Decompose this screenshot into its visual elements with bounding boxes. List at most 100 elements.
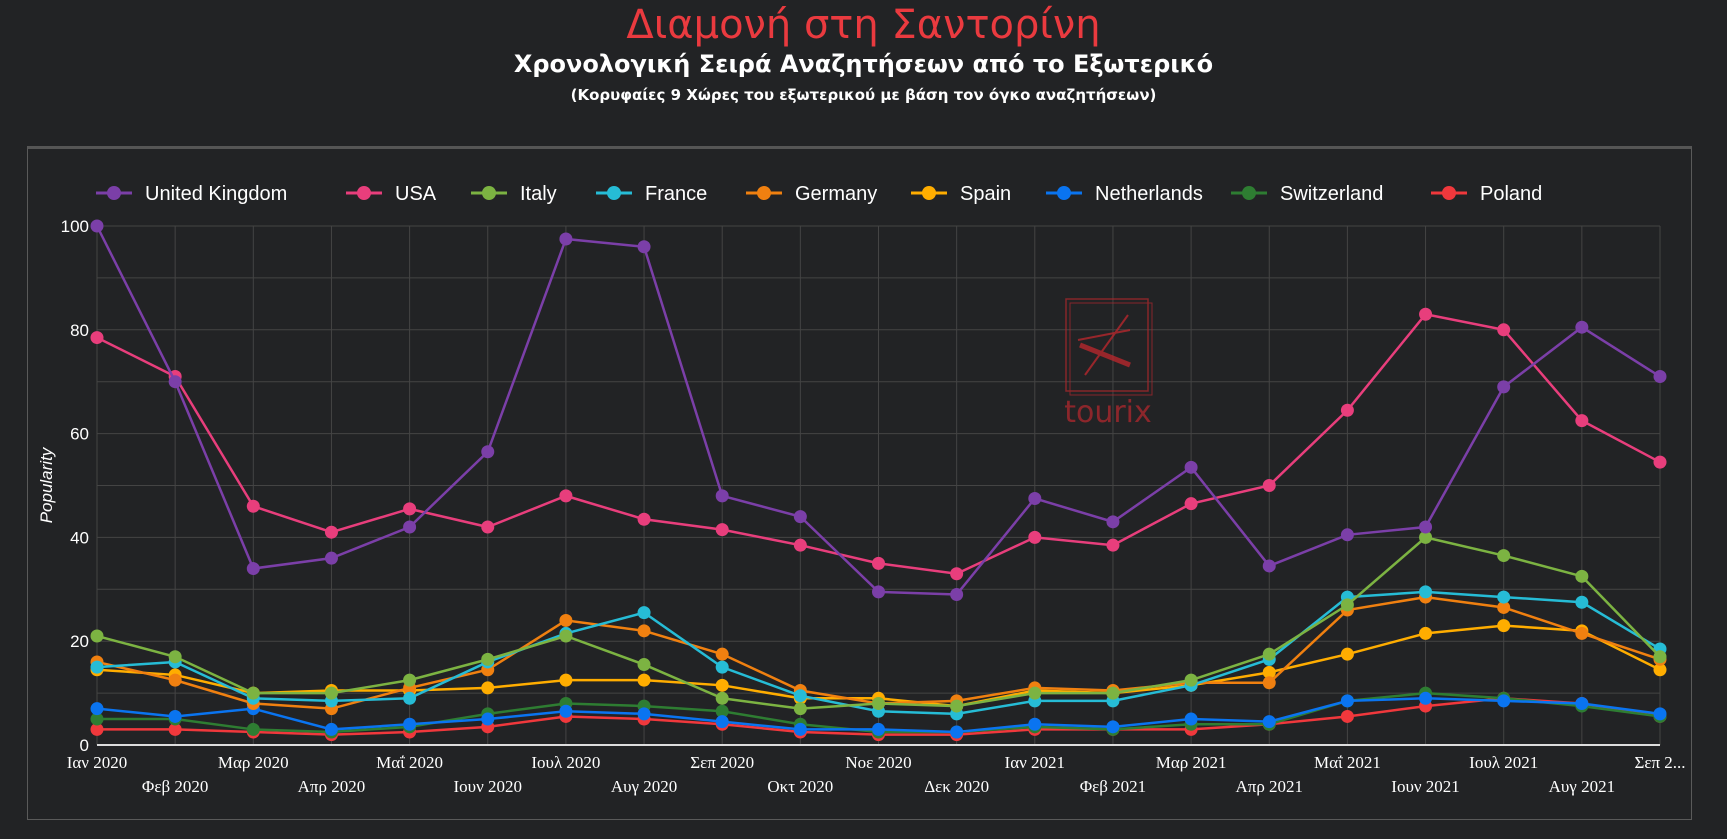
- y-tick-label: 80: [70, 321, 89, 340]
- data-point: [1419, 520, 1433, 534]
- data-point: [872, 696, 885, 710]
- data-point: [1575, 320, 1589, 334]
- legend-item[interactable]: Italy: [471, 183, 557, 205]
- data-point: [559, 613, 573, 627]
- data-point: [1575, 569, 1589, 583]
- legend-marker: [1242, 186, 1256, 200]
- data-point: [1419, 626, 1433, 640]
- data-point: [1106, 538, 1120, 552]
- legend-label: Poland: [1480, 183, 1542, 205]
- legend-item[interactable]: Spain: [911, 183, 1011, 205]
- legend-item[interactable]: Poland: [1431, 183, 1542, 205]
- data-point: [1106, 720, 1120, 734]
- data-point: [403, 520, 417, 534]
- data-point: [715, 704, 729, 718]
- data-point: [246, 686, 260, 700]
- chart-subtitle: Χρονολογική Σειρά Αναζητήσεων από το Εξω…: [513, 50, 1214, 78]
- watermark-text: tourix: [1064, 395, 1152, 430]
- x-tick-label: Φεβ 2021: [1080, 777, 1146, 796]
- data-point: [637, 673, 651, 687]
- chart-frame: [27, 146, 1692, 820]
- x-tick-label: Απρ 2020: [298, 777, 366, 796]
- data-point: [1106, 686, 1120, 700]
- y-tick-label: 0: [80, 736, 89, 755]
- legend-item[interactable]: France: [596, 183, 707, 205]
- data-point: [1575, 696, 1589, 710]
- x-tick-label: Σεπ 2...: [1634, 753, 1685, 772]
- data-point: [715, 660, 729, 674]
- data-point: [90, 219, 104, 233]
- data-point: [1419, 585, 1433, 599]
- data-point: [793, 689, 807, 703]
- data-point: [559, 673, 573, 687]
- series-usa: [90, 307, 1667, 581]
- data-point: [246, 499, 260, 513]
- x-tick-label: Ιαν 2021: [1005, 753, 1066, 772]
- data-point: [1419, 530, 1433, 544]
- data-point: [324, 686, 338, 700]
- data-point: [1028, 530, 1042, 544]
- legend-item[interactable]: Germany: [746, 183, 877, 205]
- legend-item[interactable]: USA: [346, 183, 437, 205]
- data-point: [715, 678, 729, 692]
- data-point: [1262, 715, 1276, 729]
- data-point: [403, 691, 417, 705]
- data-point: [950, 725, 964, 739]
- legend-label: France: [645, 183, 707, 205]
- legend-label: Italy: [520, 183, 557, 205]
- logo-frame: [1069, 302, 1153, 396]
- legend-marker: [482, 186, 496, 200]
- data-point: [246, 562, 260, 576]
- y-tick-label: 100: [61, 217, 89, 236]
- logo-frame: [1065, 298, 1149, 392]
- data-point: [1653, 707, 1667, 721]
- data-point: [1575, 626, 1589, 640]
- data-point: [1653, 650, 1667, 664]
- data-point: [559, 489, 573, 503]
- data-point: [1028, 686, 1042, 700]
- data-point: [1184, 673, 1198, 687]
- data-point: [481, 712, 495, 726]
- data-point: [90, 660, 104, 674]
- data-point: [1340, 694, 1354, 708]
- logo-mark: [1077, 329, 1131, 341]
- data-point: [403, 673, 417, 687]
- data-point: [324, 525, 338, 539]
- data-point: [168, 722, 182, 736]
- data-point: [1497, 619, 1511, 633]
- data-point: [872, 722, 885, 736]
- legend-item[interactable]: United Kingdom: [96, 183, 287, 205]
- data-point: [1184, 712, 1198, 726]
- data-point: [168, 673, 182, 687]
- data-point: [559, 629, 573, 643]
- data-point: [90, 722, 104, 736]
- data-point: [1575, 595, 1589, 609]
- x-tick-label: Μαρ 2020: [218, 753, 289, 772]
- data-point: [1340, 403, 1354, 417]
- legend-label: Netherlands: [1095, 183, 1203, 205]
- data-point: [1028, 491, 1042, 505]
- data-point: [1028, 717, 1042, 731]
- data-point: [1497, 380, 1511, 394]
- legend-item[interactable]: Netherlands: [1046, 183, 1203, 205]
- x-tick-label: Αυγ 2021: [1549, 777, 1615, 796]
- data-point: [481, 445, 495, 459]
- tourix-logo: tourix: [1064, 298, 1153, 430]
- legend-item[interactable]: Switzerland: [1231, 183, 1383, 205]
- data-point: [715, 715, 729, 729]
- data-point: [637, 606, 651, 620]
- data-point: [1575, 414, 1589, 428]
- x-tick-label: Ιουν 2021: [1391, 777, 1460, 796]
- data-point: [715, 647, 729, 661]
- data-point: [559, 232, 573, 246]
- x-tick-label: Ιουλ 2020: [531, 753, 600, 772]
- data-point: [1262, 479, 1276, 492]
- x-tick-label: Δεκ 2020: [924, 777, 989, 796]
- x-tick-label: Φεβ 2020: [142, 777, 208, 796]
- data-point: [715, 523, 729, 537]
- data-point: [90, 331, 104, 345]
- x-tick-label: Ιουν 2020: [453, 777, 522, 796]
- data-point: [637, 512, 651, 526]
- legend-label: Germany: [795, 183, 877, 205]
